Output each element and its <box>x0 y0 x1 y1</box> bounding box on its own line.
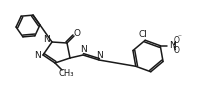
Text: ⁻: ⁻ <box>177 32 181 41</box>
Text: N: N <box>44 36 50 44</box>
Text: O: O <box>173 36 179 45</box>
Text: N: N <box>81 46 87 54</box>
Text: O: O <box>73 28 80 38</box>
Text: Cl: Cl <box>139 30 148 39</box>
Text: N: N <box>35 50 41 60</box>
Text: CH₃: CH₃ <box>58 70 74 78</box>
Text: N: N <box>97 50 103 60</box>
Text: N: N <box>169 41 176 50</box>
Text: O: O <box>173 46 179 55</box>
